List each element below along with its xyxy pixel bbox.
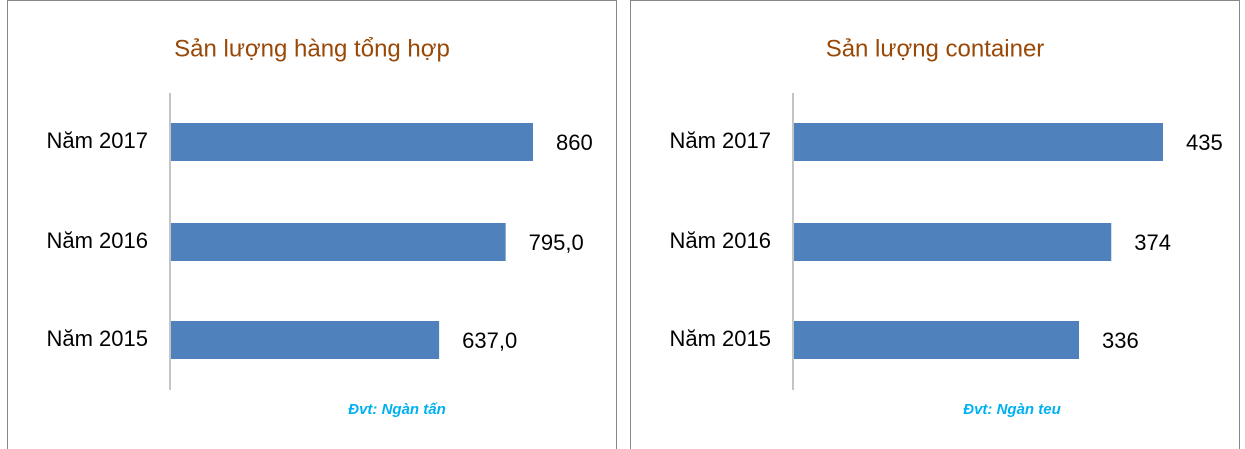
bar bbox=[171, 321, 440, 359]
unit-note: Đvt: Ngàn tấn bbox=[348, 401, 446, 418]
value-label: 374 bbox=[1134, 230, 1171, 255]
bar bbox=[794, 223, 1112, 261]
value-label: 637,0 bbox=[462, 328, 517, 353]
value-label: 336 bbox=[1102, 328, 1139, 353]
bar bbox=[794, 123, 1163, 161]
bar bbox=[171, 223, 506, 261]
value-label: 795,0 bbox=[529, 230, 584, 255]
category-label: Năm 2015 bbox=[46, 326, 148, 351]
value-label: 435 bbox=[1186, 130, 1223, 155]
category-label: Năm 2017 bbox=[46, 128, 148, 153]
chart-title: Sản lượng container bbox=[826, 35, 1045, 62]
unit-note: Đvt: Ngàn teu bbox=[963, 401, 1061, 418]
chart-title: Sản lượng hàng tổng hợp bbox=[174, 35, 450, 62]
bar bbox=[794, 321, 1080, 359]
category-label: Năm 2016 bbox=[46, 228, 148, 253]
category-label: Năm 2015 bbox=[669, 326, 771, 351]
category-label: Năm 2016 bbox=[669, 228, 771, 253]
category-label: Năm 2017 bbox=[669, 128, 771, 153]
value-label: 860 bbox=[556, 130, 593, 155]
bar bbox=[171, 123, 533, 161]
